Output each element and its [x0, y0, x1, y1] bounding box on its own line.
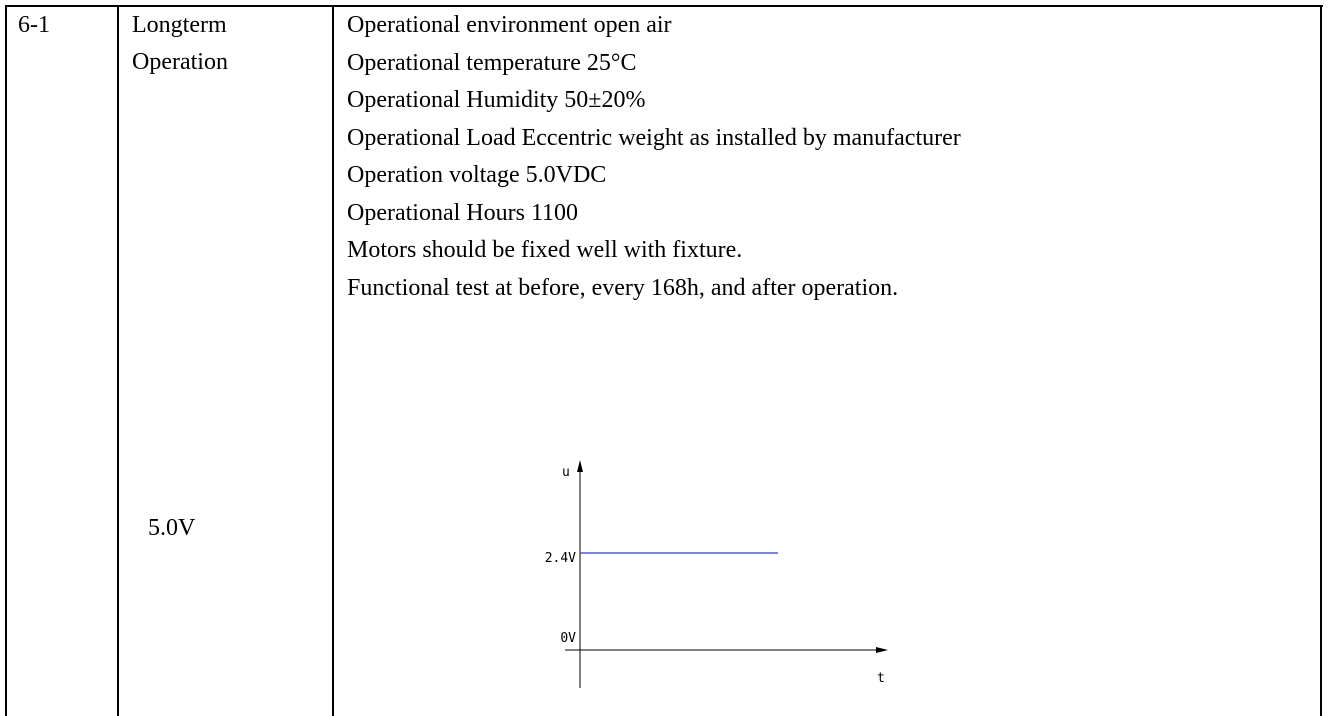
condition-line: Operational Humidity 50±20% [347, 87, 646, 113]
col-border [332, 5, 334, 716]
condition-line: Motors should be fixed well with fixture… [347, 237, 743, 263]
col-border [117, 5, 119, 716]
condition-line: Operational temperature 25°C [347, 49, 637, 76]
table-top-border [5, 5, 1323, 7]
condition-line: Operational environment open air [347, 12, 672, 38]
row-id: 6-1 [18, 12, 50, 38]
voltage: 5.0V [148, 515, 196, 541]
item-name: Longterm [132, 12, 227, 38]
col-border [5, 5, 7, 716]
level-label: 2.4V [545, 551, 576, 566]
condition-line: Operational Load Eccentric weight as ins… [347, 124, 961, 151]
axis-label: t [877, 671, 885, 686]
condition-line: Functional test at before, every 168h, a… [347, 274, 899, 301]
zero-label: 0V [560, 631, 576, 646]
condition-line: Operation voltage 5.0VDC [347, 162, 607, 188]
condition-line: Operational Hours 1100 [347, 199, 579, 226]
axis-arrow [577, 460, 583, 472]
item-name: Operation [132, 49, 228, 75]
axis-label: u [562, 465, 570, 480]
col-border [1320, 5, 1322, 716]
axis-arrow [876, 647, 888, 653]
